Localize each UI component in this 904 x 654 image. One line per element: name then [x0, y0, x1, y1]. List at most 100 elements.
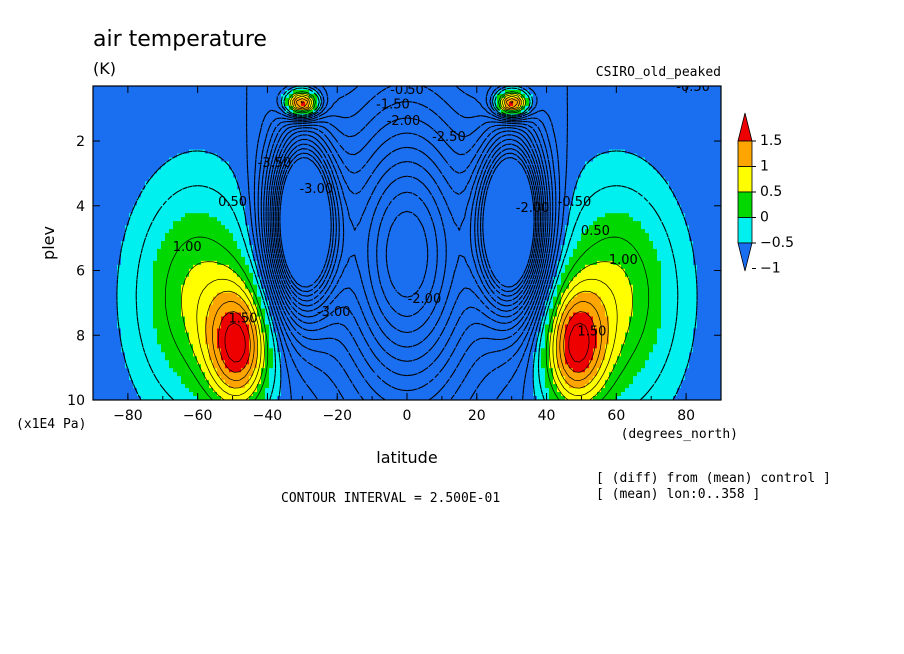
- heat-cell: [201, 181, 206, 186]
- heat-cell: [141, 324, 146, 330]
- heat-cell: [93, 105, 98, 111]
- heat-cell: [213, 316, 218, 322]
- heat-cell: [177, 292, 182, 298]
- heat-cell: [341, 181, 346, 186]
- heat-cell: [245, 296, 250, 302]
- heat-cell: [321, 292, 326, 298]
- heat-cell: [121, 173, 126, 179]
- heat-cell: [113, 177, 118, 182]
- heat-cell: [145, 396, 150, 400]
- heat-cell: [305, 185, 310, 190]
- heat-cell: [213, 225, 218, 230]
- heat-cell: [293, 372, 298, 377]
- heat-cell: [321, 264, 326, 270]
- heat-cell: [205, 264, 210, 270]
- heat-cell: [129, 388, 134, 393]
- heat-cell: [189, 145, 194, 151]
- heat-cell: [213, 137, 218, 143]
- heat-cell: [149, 86, 154, 91]
- heat-cell: [249, 308, 254, 314]
- heat-cell: [317, 396, 322, 400]
- heat-cell: [189, 364, 194, 369]
- heat-cell: [213, 205, 218, 210]
- heat-cell: [221, 201, 226, 206]
- heat-cell: [217, 256, 222, 262]
- heat-cell: [285, 185, 290, 190]
- heat-cell: [221, 113, 226, 119]
- heat-cell: [185, 205, 190, 210]
- heat-cell: [257, 113, 262, 119]
- heat-cell: [205, 340, 210, 345]
- heat-cell: [297, 157, 302, 163]
- heat-cell: [309, 352, 314, 357]
- heat-cell: [229, 264, 234, 270]
- heat-cell: [329, 376, 334, 381]
- heat-cell: [221, 153, 226, 159]
- heat-cell: [117, 272, 122, 278]
- heat-cell: [237, 300, 242, 306]
- heat-cell: [145, 320, 150, 326]
- heat-cell: [189, 225, 194, 230]
- heat-cell: [285, 169, 290, 175]
- heat-cell: [281, 86, 286, 91]
- heat-cell: [157, 328, 162, 334]
- heat-cell: [121, 217, 126, 222]
- heat-cell: [117, 336, 122, 341]
- heat-cell: [117, 344, 122, 349]
- heat-cell: [137, 332, 142, 337]
- heat-cell: [221, 177, 226, 182]
- heat-cell: [133, 260, 138, 266]
- heat-cell: [137, 205, 142, 210]
- heat-cell: [201, 312, 206, 318]
- heat-cell: [301, 213, 306, 218]
- heat-cell: [325, 268, 330, 274]
- heat-cell: [221, 129, 226, 135]
- heat-cell: [121, 149, 126, 155]
- heat-cell: [113, 396, 118, 400]
- heat-cell: [101, 125, 106, 131]
- heat-cell: [241, 169, 246, 175]
- heat-cell: [145, 308, 150, 314]
- heat-cell: [105, 217, 110, 222]
- heat-cell: [269, 89, 274, 95]
- heat-cell: [289, 241, 294, 246]
- heat-cell: [137, 86, 142, 91]
- heat-cell: [285, 201, 290, 206]
- heat-cell: [117, 121, 122, 127]
- heat-cell: [189, 284, 194, 290]
- heat-cell: [201, 292, 206, 298]
- heat-cell: [153, 324, 158, 330]
- heat-cell: [273, 388, 278, 393]
- heat-cell: [201, 256, 206, 262]
- heat-cell: [141, 256, 146, 262]
- heat-cell: [281, 153, 286, 159]
- heat-cell: [321, 173, 326, 179]
- heat-cell: [261, 380, 266, 385]
- heat-cell: [305, 340, 310, 345]
- heat-cell: [253, 185, 258, 190]
- heat-cell: [189, 121, 194, 127]
- heat-cell: [93, 241, 98, 246]
- heat-cell: [297, 392, 302, 397]
- heat-cell: [225, 308, 230, 314]
- heat-cell: [301, 129, 306, 135]
- heat-cell: [117, 252, 122, 258]
- heat-cell: [201, 244, 206, 250]
- heat-cell: [241, 157, 246, 163]
- heat-cell: [197, 233, 202, 238]
- heat-cell: [305, 380, 310, 385]
- heat-cell: [237, 125, 242, 131]
- heat-cell: [277, 133, 282, 139]
- heat-cell: [189, 356, 194, 361]
- heat-cell: [261, 93, 266, 99]
- heat-cell: [293, 300, 298, 306]
- heat-cell: [325, 221, 330, 226]
- heat-cell: [93, 272, 98, 278]
- heat-cell: [221, 320, 226, 326]
- heat-cell: [321, 197, 326, 202]
- heat-cell: [305, 344, 310, 349]
- heat-cell: [153, 348, 158, 353]
- heat-cell: [121, 209, 126, 214]
- heat-cell: [269, 396, 274, 400]
- heat-cell: [333, 181, 338, 186]
